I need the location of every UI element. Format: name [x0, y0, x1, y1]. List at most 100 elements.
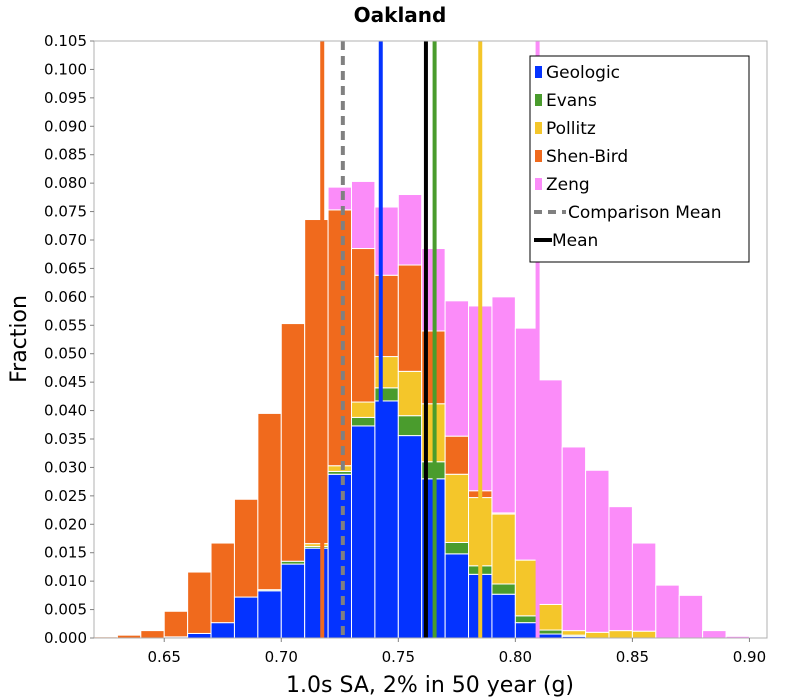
plot-area: [93, 40, 768, 639]
bar-shen-bird-2: [140, 630, 165, 639]
bar-shen-bird-3: [163, 610, 189, 638]
bar-zeng-21: [585, 469, 610, 633]
legend-label-zeng: Zeng: [546, 175, 590, 195]
bar-evans-18: [514, 615, 540, 624]
bar-pollitz-21: [585, 631, 610, 639]
x-tick-label: 0.65: [148, 648, 181, 666]
bar-zeng-19: [538, 379, 563, 605]
bar-shen-bird-13: [397, 264, 423, 372]
y-tick-label: 0.010: [44, 572, 87, 590]
bar-pollitz-17: [491, 513, 516, 585]
bar-shen-bird-15: [444, 435, 470, 475]
bar-geologic-11: [350, 425, 376, 639]
y-axis-label: Fraction: [7, 295, 32, 383]
y-tick-label: 0.095: [44, 89, 87, 107]
legend-label-mean: Mean: [552, 231, 598, 251]
bar-zeng-22: [608, 506, 633, 632]
legend-label-geologic: Geologic: [546, 63, 620, 83]
bar-shen-bird-4: [187, 571, 212, 634]
y-tick-label: 0.085: [44, 146, 87, 164]
y-tick-label: 0.000: [44, 629, 87, 647]
y-tick-label: 0.065: [44, 259, 87, 277]
x-tick-label: 0.75: [382, 648, 415, 666]
bar-zeng-15: [444, 300, 470, 437]
bar-shen-bird-11: [350, 248, 376, 403]
bar-pollitz-15: [444, 473, 470, 543]
y-tick-label: 0.025: [44, 487, 87, 505]
legend-label-evans: Evans: [546, 91, 597, 111]
bar-evans-15: [444, 541, 470, 555]
bar-pollitz-23: [631, 630, 657, 639]
bar-shen-bird-7: [257, 412, 282, 591]
bar-shen-bird-9: [304, 219, 329, 545]
y-tick-label: 0.005: [44, 601, 87, 619]
bar-pollitz-20: [561, 630, 587, 636]
bar-geologic-13: [397, 435, 423, 639]
bar-pollitz-10: [327, 465, 352, 472]
bar-shen-bird-5: [210, 542, 235, 624]
bar-pollitz-13: [397, 370, 423, 417]
mean-lines-layer: [320, 41, 540, 638]
bar-pollitz-19: [538, 603, 563, 631]
bar-geologic-17: [491, 593, 516, 639]
bar-evans-12: [374, 387, 399, 402]
bar-zeng-24: [655, 584, 680, 639]
y-tick-label: 0.015: [44, 544, 87, 562]
legend-box: [529, 55, 750, 263]
legend-swatch-pollitz: [535, 122, 542, 134]
y-tick-label: 0.090: [44, 117, 87, 135]
y-tick-label: 0.100: [44, 60, 87, 78]
y-tick-label: 0.080: [44, 174, 87, 192]
legend: Geologic Evans Pollitz Shen-Bird Zeng Compari…: [529, 55, 750, 263]
legend-label-pollitz: Pollitz: [546, 119, 596, 139]
y-tick-label: 0.045: [44, 373, 87, 391]
bar-zeng-11: [350, 180, 376, 250]
bar-shen-bird-6: [233, 498, 259, 598]
bar-geologic-12: [374, 400, 399, 639]
bar-geologic-10: [327, 473, 352, 639]
bar-zeng-12: [374, 206, 399, 276]
bar-shen-bird-8: [280, 323, 306, 562]
y-tick-label: 0.030: [44, 458, 87, 476]
bar-evans-17: [491, 583, 516, 595]
bar-pollitz-12: [374, 356, 399, 389]
legend-swatch-geologic: [535, 66, 542, 78]
bar-geologic-4: [187, 632, 212, 639]
y-tick-label: 0.050: [44, 345, 87, 363]
legend-swatch-zeng: [535, 178, 542, 190]
legend-label-shen-bird: Shen-Bird: [546, 147, 628, 167]
chart-title: Oakland: [354, 3, 447, 27]
legend-label-comparison-mean: Comparison Mean: [568, 203, 722, 223]
y-tick-label: 0.070: [44, 231, 87, 249]
bar-pollitz-22: [608, 630, 633, 639]
legend-swatch-shen-bird: [535, 150, 542, 162]
bar-geologic-19: [538, 633, 563, 639]
bar-geologic-6: [233, 596, 259, 639]
x-tick-label: 0.85: [616, 648, 649, 666]
bar-geologic-9: [304, 547, 329, 639]
y-tick-label: 0.020: [44, 515, 87, 533]
y-tick-label: 0.055: [44, 316, 87, 334]
bar-pollitz-11: [350, 401, 376, 418]
bar-zeng-26: [702, 630, 727, 639]
bar-zeng-18: [514, 327, 540, 561]
bar-zeng-20: [561, 446, 587, 632]
bar-geologic-5: [210, 622, 235, 639]
y-tick-label: 0.105: [44, 32, 87, 50]
bar-geologic-7: [257, 590, 282, 639]
bar-evans-11: [350, 416, 376, 427]
bar-geologic-8: [280, 563, 306, 639]
bar-geologic-18: [514, 622, 540, 639]
bar-zeng-13: [397, 194, 423, 266]
x-axis: 0.65 0.70 0.75 0.80 0.85 0.90: [148, 638, 766, 666]
bar-evans-13: [397, 415, 423, 437]
bar-shen-bird-10: [327, 209, 352, 467]
bar-zeng-17: [491, 296, 516, 514]
y-tick-label: 0.035: [44, 430, 87, 448]
y-tick-label: 0.075: [44, 203, 87, 221]
y-axis: 0.000 0.005 0.010 0.015 0.020 0.025 0.030 0.035…: [44, 32, 94, 647]
x-tick-label: 0.80: [499, 648, 532, 666]
x-axis-label: 1.0s SA, 2% in 50 year (g): [286, 673, 574, 698]
y-tick-label: 0.060: [44, 288, 87, 306]
